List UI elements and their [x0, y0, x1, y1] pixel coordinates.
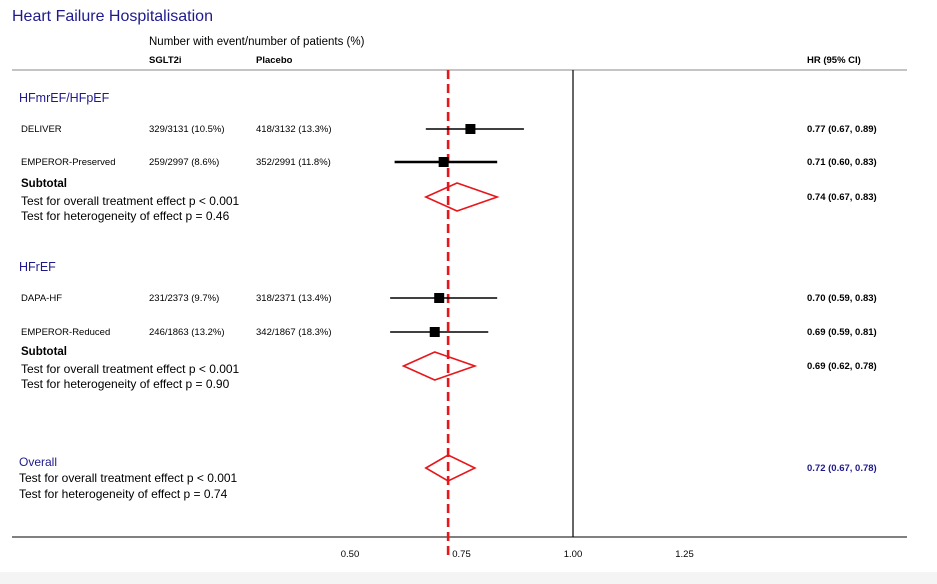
hr-text-emperor-reduced: 0.69 (0.59, 0.81) — [807, 327, 877, 338]
events-header: Number with event/number of patients (%) — [149, 36, 365, 48]
point-estimate-dapa-hf — [434, 293, 445, 303]
hr-text-dapa-hf: 0.70 (0.59, 0.83) — [807, 293, 877, 304]
hr-text-deliver: 0.77 (0.67, 0.89) — [807, 124, 877, 135]
point-estimate-emperor-preserved — [438, 157, 449, 167]
study-name-emperor-reduced: EMPEROR-Reduced — [21, 327, 111, 338]
subtotal-label-group-2: Subtotal — [21, 346, 67, 358]
overall-diamond — [424, 454, 477, 482]
group-label-hfmref-hfpef: HFmrEF/HFpEF — [19, 91, 110, 105]
overall-effect-group-2: Test for overall treatment effect p < 0.… — [21, 362, 240, 376]
study-name-dapa-hf: DAPA-HF — [21, 293, 62, 304]
hr-text-overall: 0.72 (0.67, 0.78) — [807, 463, 877, 474]
chart-title: Heart Failure Hospitalisation — [12, 8, 213, 25]
x-tick-label: 1.25 — [675, 549, 694, 560]
subtotal-label-group-1: Subtotal — [21, 178, 67, 190]
heterogeneity-group-2: Test for heterogeneity of effect p = 0.9… — [21, 377, 230, 391]
control-column-header: Placebo — [256, 55, 293, 66]
bottom-strip — [0, 572, 937, 584]
study-name-emperor-preserved: EMPEROR-Preserved — [21, 157, 116, 168]
control-count-emperor-preserved: 352/2991 (11.8%) — [256, 157, 331, 168]
x-tick-label: 1.00 — [564, 549, 583, 560]
control-count-deliver: 418/3132 (13.3%) — [256, 124, 332, 135]
heterogeneity-overall: Test for heterogeneity of effect p = 0.7… — [19, 487, 228, 501]
study-name-deliver: DELIVER — [21, 124, 62, 135]
overall-effect-overall: Test for overall treatment effect p < 0.… — [19, 471, 238, 485]
subtotal-diamond-group-1 — [423, 182, 500, 212]
treatment-column-header: SGLT2i — [149, 55, 182, 66]
hr-column-header: HR (95% CI) — [807, 55, 861, 66]
treatment-count-deliver: 329/3131 (10.5%) — [149, 124, 225, 135]
control-count-emperor-reduced: 342/1867 (18.3%) — [256, 327, 332, 338]
hr-text-subtotal-group-1: 0.74 (0.67, 0.83) — [807, 192, 877, 203]
treatment-count-emperor-preserved: 259/2997 (8.6%) — [149, 157, 220, 168]
group-label-hfref: HFrEF — [19, 260, 56, 274]
heterogeneity-group-1: Test for heterogeneity of effect p = 0.4… — [21, 209, 230, 223]
x-tick-label: 0.75 — [452, 549, 471, 560]
overall-label: Overall — [19, 455, 58, 469]
control-count-dapa-hf: 318/2371 (13.4%) — [256, 293, 332, 304]
hr-text-emperor-preserved: 0.71 (0.60, 0.83) — [807, 157, 877, 168]
treatment-count-dapa-hf: 231/2373 (9.7%) — [149, 293, 220, 304]
overall-effect-group-1: Test for overall treatment effect p < 0.… — [21, 194, 240, 208]
point-estimate-emperor-reduced — [429, 327, 440, 337]
x-tick-label: 0.50 — [341, 549, 360, 560]
treatment-count-emperor-reduced: 246/1863 (13.2%) — [149, 327, 225, 338]
point-estimate-deliver — [465, 124, 476, 134]
subtotal-diamond-group-2 — [401, 351, 478, 381]
hr-text-subtotal-group-2: 0.69 (0.62, 0.78) — [807, 361, 877, 372]
